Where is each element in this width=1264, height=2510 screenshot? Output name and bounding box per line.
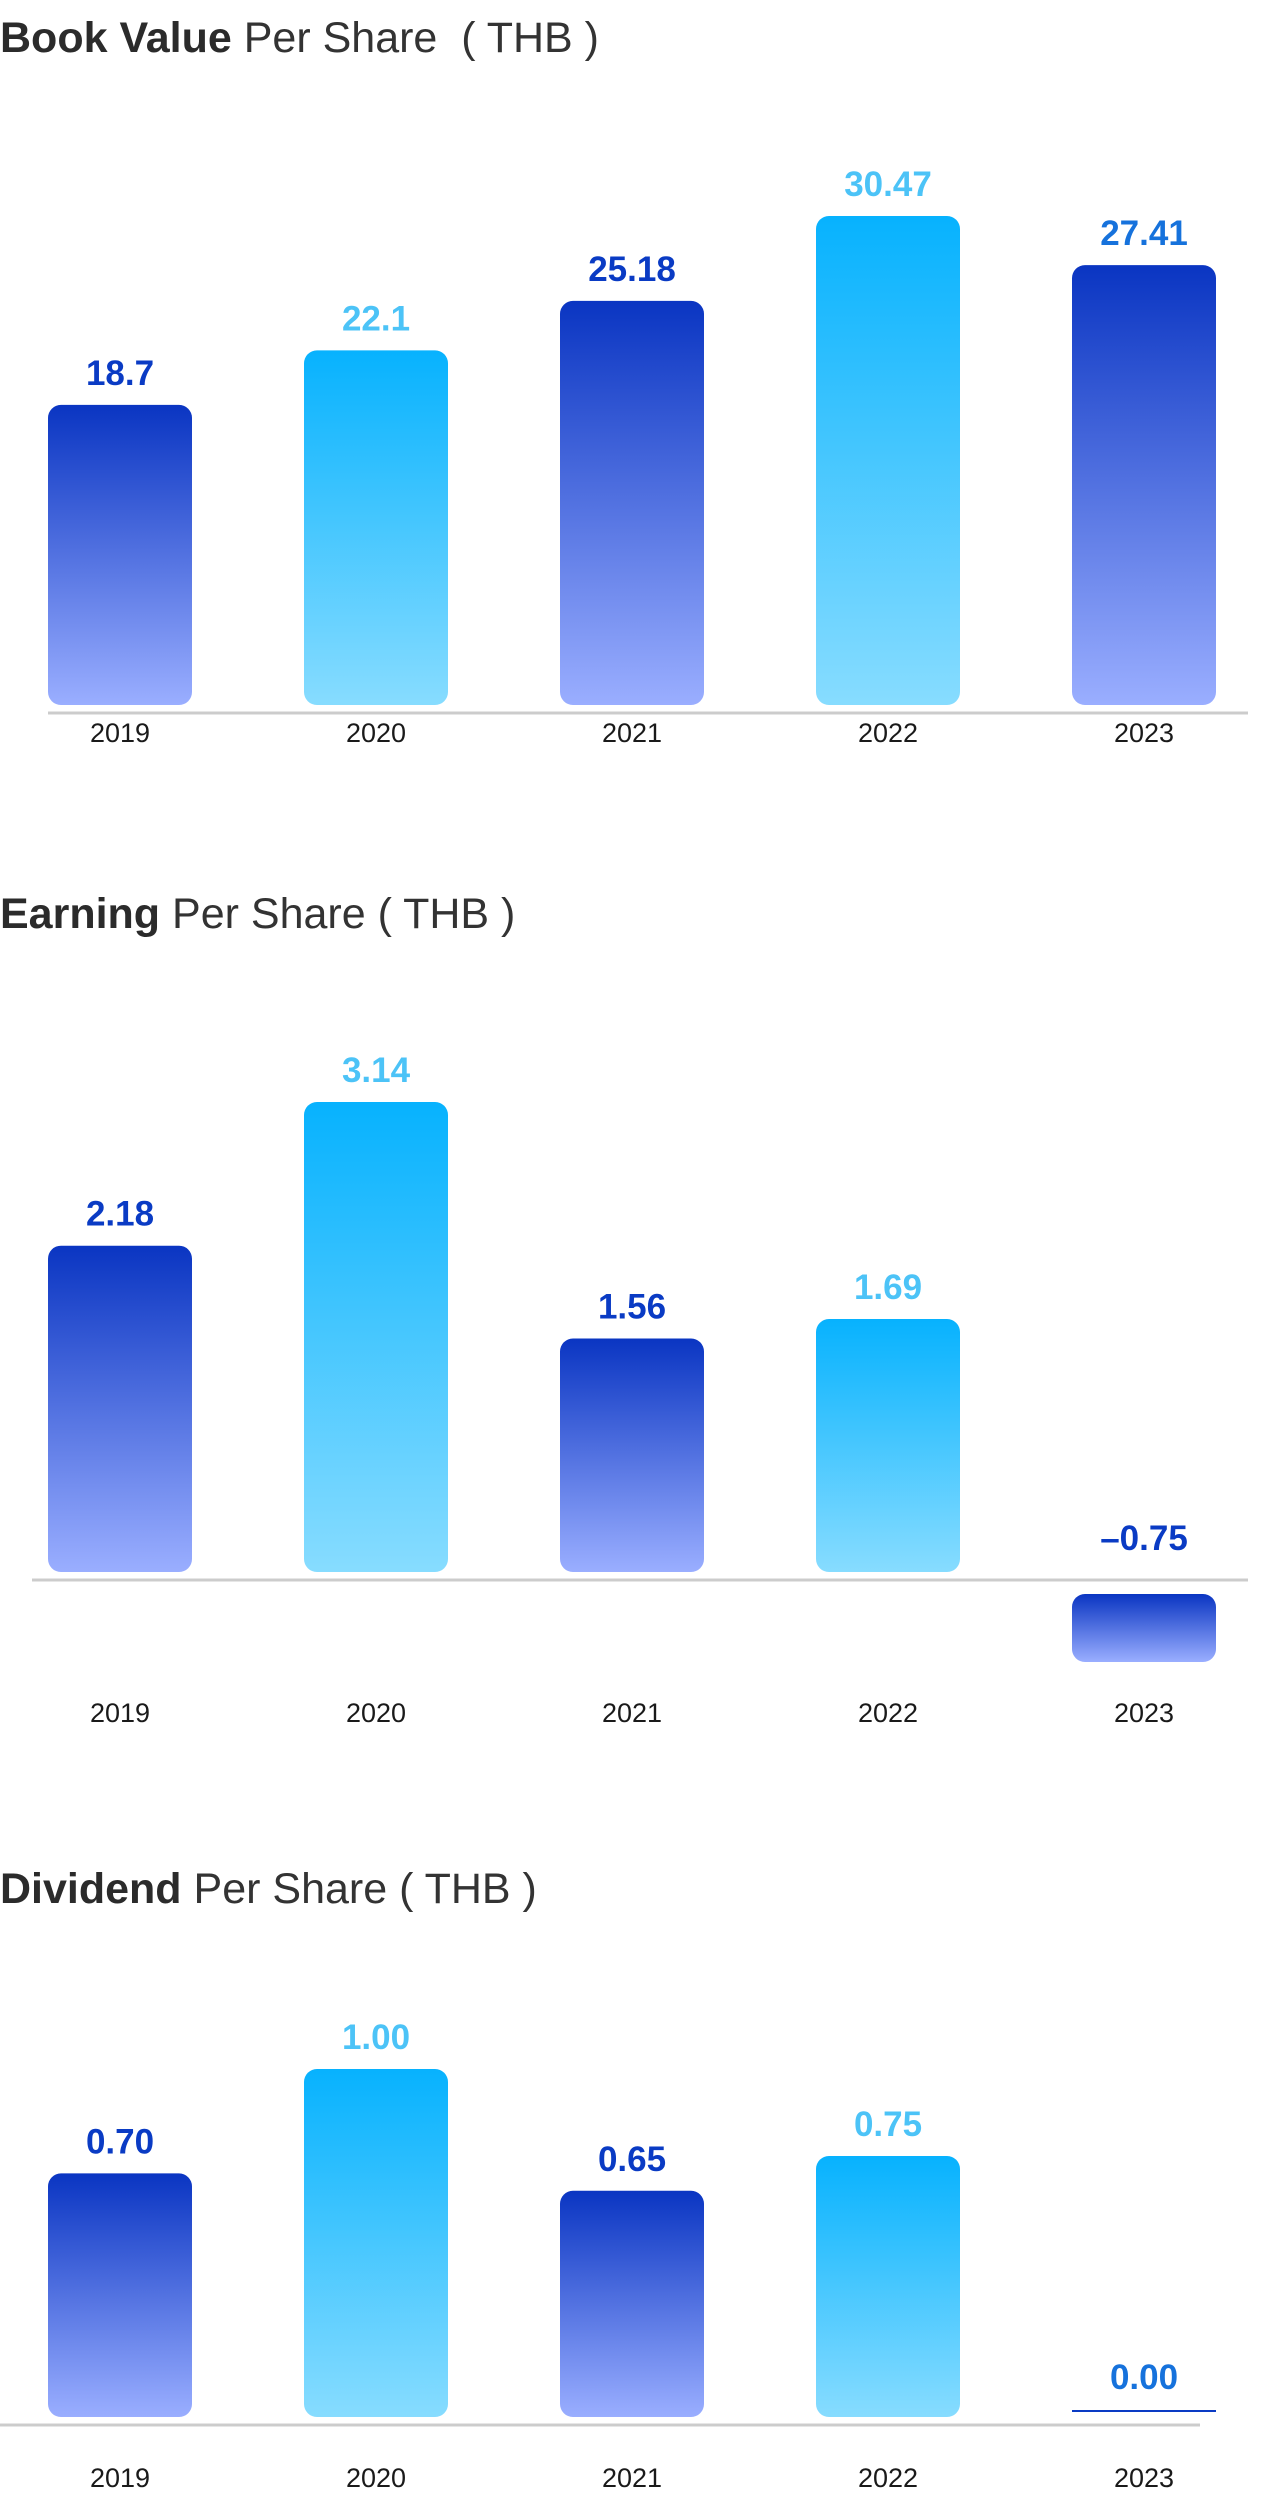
dividend-chart: Dividend Per Share ( THB ) 0.70 2019 1.00 2… — [0, 1865, 1264, 2510]
chart-title: Book Value Per Share ( THB ) — [0, 14, 599, 63]
book-value-bar-chart: 18.7 2019 22.1 2020 25.18 2021 30.47 2022 27.41 2… — [48, 165, 1248, 748]
x-tick-label: 2021 — [602, 718, 662, 748]
x-tick-label: 2022 — [858, 1698, 918, 1728]
dividend-bar-chart: 0.70 2019 1.00 2020 0.65 2021 0.75 2022 0.00 2023 — [0, 2018, 1216, 2493]
chart-title-bold: Dividend — [0, 1865, 182, 1913]
x-tick-label: 2022 — [858, 2463, 918, 2493]
bar-2023 — [1072, 265, 1216, 705]
earning-bar-chart: 2.18 2019 3.14 2020 1.56 2021 1.69 2022 –0.75 202… — [32, 1051, 1248, 1728]
bar-2022 — [816, 1319, 960, 1572]
bar-2022 — [816, 216, 960, 705]
bar-2021 — [560, 1338, 704, 1572]
bar-2021 — [560, 300, 704, 705]
bar-2019 — [48, 404, 192, 705]
x-tick-label: 2019 — [90, 2463, 150, 2493]
x-tick-label: 2023 — [1114, 2463, 1174, 2493]
chart-title: Dividend Per Share ( THB ) — [0, 1865, 537, 1914]
earning-chart: Earning Per Share ( THB ) 2.18 2019 3.14 20… — [0, 890, 1264, 1740]
x-tick-label: 2020 — [346, 2463, 406, 2493]
x-tick-label: 2019 — [90, 718, 150, 748]
chart-title: Earning Per Share ( THB ) — [0, 890, 515, 939]
data-label: 25.18 — [588, 250, 676, 289]
data-label: 1.69 — [854, 1268, 922, 1307]
data-label: 0.70 — [86, 2122, 154, 2161]
x-tick-label: 2023 — [1114, 718, 1174, 748]
x-tick-label: 2021 — [602, 2463, 662, 2493]
chart-title-bold: Book Value — [0, 14, 232, 62]
x-tick-label: 2022 — [858, 718, 918, 748]
chart-title-rest: Per Share ( THB ) — [231, 14, 599, 62]
bar-2020 — [304, 1102, 448, 1572]
data-label: 2.18 — [86, 1195, 154, 1234]
x-tick-label: 2020 — [346, 1698, 406, 1728]
data-label: 1.56 — [598, 1287, 666, 1326]
chart-title-rest: Per Share ( THB ) — [181, 1865, 537, 1913]
chart-title-bold: Earning — [0, 890, 161, 938]
data-label: 1.00 — [342, 2018, 410, 2057]
data-label: 30.47 — [844, 165, 932, 204]
data-label: 22.1 — [342, 299, 410, 338]
data-label: 0.00 — [1110, 2358, 1178, 2397]
x-tick-label: 2023 — [1114, 1698, 1174, 1728]
x-tick-label: 2020 — [346, 718, 406, 748]
data-label: 27.41 — [1100, 214, 1188, 253]
data-label: 0.65 — [598, 2140, 666, 2179]
bar-2020 — [304, 350, 448, 705]
data-label: 18.7 — [86, 354, 154, 393]
x-tick-label: 2019 — [90, 1698, 150, 1728]
bar-2020 — [304, 2069, 448, 2417]
x-tick-label: 2021 — [602, 1698, 662, 1728]
bar-2023 — [1072, 1594, 1216, 1662]
bar-2019 — [48, 1245, 192, 1572]
data-label: –0.75 — [1100, 1519, 1188, 1558]
data-label: 3.14 — [342, 1051, 411, 1090]
bar-2021 — [560, 2190, 704, 2417]
chart-title-rest: Per Share ( THB ) — [160, 890, 516, 938]
bar-2022 — [816, 2156, 960, 2417]
data-label: 0.75 — [854, 2105, 922, 2144]
bar-2019 — [48, 2173, 192, 2417]
book-value-chart: Book Value Per Share ( THB ) 18.7 2019 22.… — [0, 14, 1264, 754]
